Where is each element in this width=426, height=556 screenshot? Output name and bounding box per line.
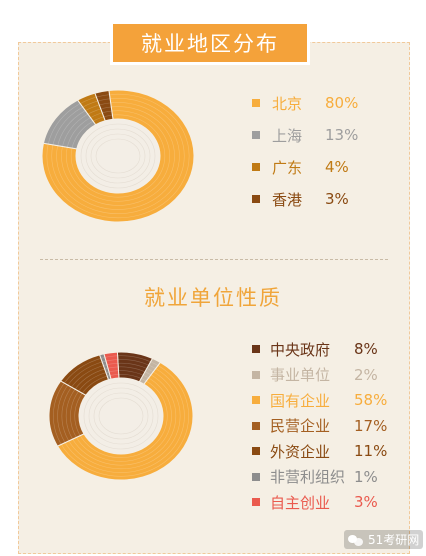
legend-label: 香港 — [272, 190, 303, 209]
legend-label: 自主创业 — [270, 493, 331, 512]
donut-ring-line — [56, 102, 180, 210]
legend-swatch — [252, 472, 260, 481]
legend-item: 香港 3% — [252, 188, 402, 210]
legend-value: 3% — [354, 493, 378, 511]
legend-swatch — [252, 163, 260, 171]
donut-ring-line — [65, 366, 177, 466]
legend-item: 外资企业 11% — [252, 440, 402, 462]
section-title-employer-type: 就业单位性质 — [144, 286, 282, 310]
donut-hole-ring — [85, 128, 151, 184]
donut-ring-line — [65, 110, 171, 202]
legend-value: 3% — [325, 190, 349, 208]
region-legend: 北京 80% 上海 13% 广东 4% 香港 3% — [252, 92, 402, 212]
legend-item: 事业单位 2% — [252, 364, 402, 386]
legend-swatch — [252, 498, 260, 506]
employer-legend: 中央政府 8% 事业单位 2% 国有企业 58% 民营企业 17% 外资企业 11% 非营利组织 1%… — [252, 338, 402, 518]
legend-item: 广东 4% — [252, 156, 402, 178]
legend-label: 非营利组织 — [270, 468, 346, 486]
region-donut-chart — [41, 89, 195, 223]
legend-item: 自主创业 3% — [252, 491, 402, 513]
donut-ring-line — [70, 114, 166, 198]
legend-swatch — [252, 370, 260, 379]
legend-label: 事业单位 — [270, 366, 331, 384]
donut-ring-line — [57, 359, 185, 473]
legend-label: 民营企业 — [270, 417, 331, 435]
donut-hole-ring — [95, 138, 141, 174]
donut-ring-line — [61, 106, 175, 206]
watermark-label: 51考研网 — [368, 533, 420, 547]
legend-swatch — [252, 447, 260, 455]
legend-label: 北京 — [272, 94, 303, 113]
legend-value: 13% — [325, 126, 359, 144]
legend-label: 国有企业 — [270, 391, 331, 410]
legend-item: 上海 13% — [252, 124, 402, 146]
legend-swatch — [252, 131, 260, 139]
page-title: 就业地区分布 — [113, 24, 307, 62]
donut-ring-line — [52, 355, 190, 477]
watermark: 51考研网 — [344, 530, 424, 549]
donut-ring-line — [70, 370, 172, 462]
donut-hole-ring — [98, 397, 144, 435]
legend-value: 80% — [325, 94, 359, 112]
legend-swatch — [252, 345, 260, 353]
legend-label: 广东 — [272, 158, 303, 177]
legend-value: 4% — [325, 158, 349, 176]
donut-ring-line — [51, 97, 185, 215]
legend-item: 国有企业 58% — [252, 389, 402, 411]
legend-value: 17% — [354, 416, 388, 435]
donut-hole-ring — [88, 387, 154, 445]
legend-item: 北京 80% — [252, 92, 402, 114]
legend-swatch — [252, 195, 260, 203]
legend-item: 非营利组织 1% — [252, 466, 402, 488]
legend-swatch — [252, 396, 260, 404]
donut-hole-ring — [90, 133, 146, 179]
legend-item: 民营企业 17% — [252, 415, 402, 437]
legend-value: 2% — [354, 365, 378, 384]
donut-ring-line — [46, 93, 190, 219]
wechat-icon — [348, 534, 364, 546]
legend-item: 中央政府 8% — [252, 338, 402, 360]
legend-value: 1% — [354, 467, 378, 486]
legend-label: 中央政府 — [270, 340, 331, 359]
legend-swatch — [252, 99, 260, 107]
legend-value: 58% — [354, 391, 388, 409]
donut-hole-ring — [93, 392, 149, 440]
legend-label: 外资企业 — [270, 442, 331, 461]
donut-hole — [79, 378, 163, 454]
legend-swatch — [252, 421, 260, 430]
legend-value: 8% — [354, 340, 378, 358]
legend-label: 上海 — [272, 126, 303, 145]
donut-hole-ring — [80, 123, 156, 189]
donut-hole-ring — [83, 382, 159, 450]
section-divider — [40, 259, 388, 260]
donut-hole — [76, 119, 160, 193]
employer-donut-chart — [48, 351, 194, 481]
legend-value: 11% — [354, 442, 388, 460]
donut-ring-line — [74, 373, 168, 459]
donut-ring-line — [61, 362, 181, 470]
